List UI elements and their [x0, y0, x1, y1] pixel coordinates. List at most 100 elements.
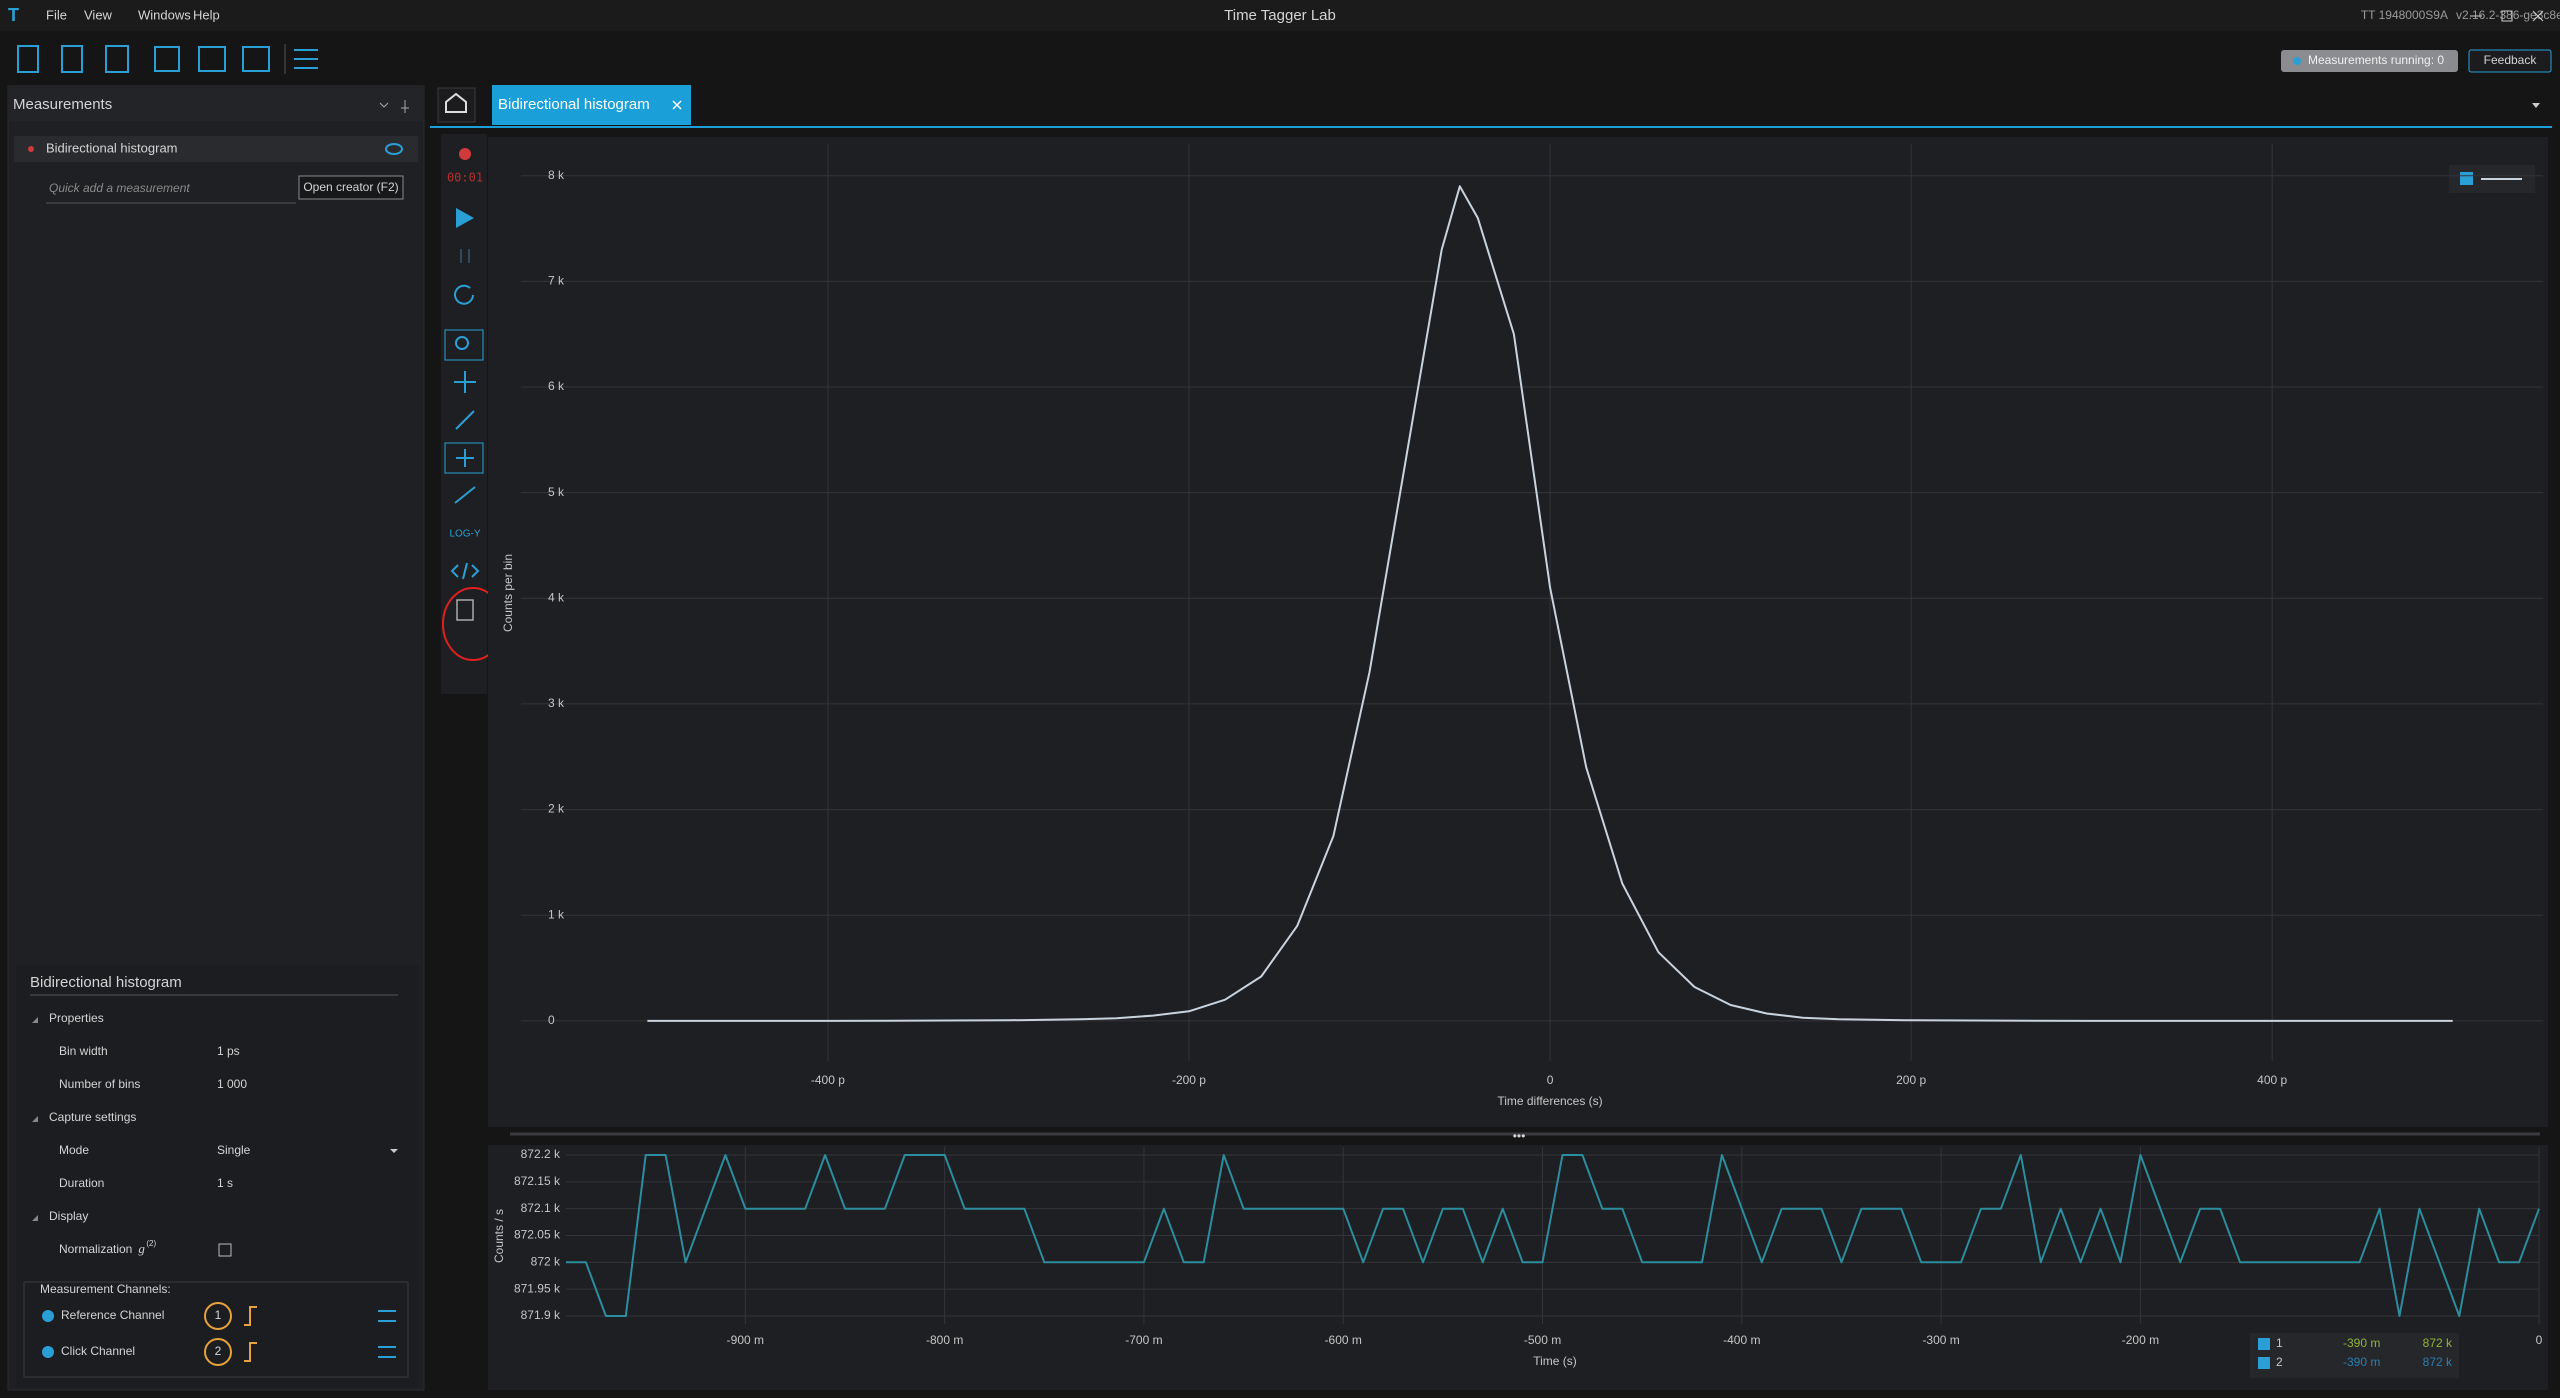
tab-close[interactable] [672, 100, 682, 110]
document-icon[interactable] [456, 599, 474, 621]
readout-checkbox[interactable] [2258, 1357, 2270, 1369]
group-toggle [32, 1017, 38, 1023]
home-icon [445, 92, 467, 113]
symbol: g [138, 1241, 145, 1256]
histogram-panel [488, 137, 2548, 1127]
y-tick-label: 872 k [531, 1254, 561, 1268]
properties-title: Bidirectional histogram [30, 974, 182, 991]
property-label: Bin width [59, 1044, 108, 1058]
readout-checkbox[interactable] [2258, 1338, 2270, 1350]
data-line [566, 1154, 2540, 1317]
new-icon[interactable] [17, 45, 39, 73]
superscript: (2) [146, 1239, 156, 1248]
feedback-button[interactable] [2468, 49, 2552, 73]
open-creator-text: Open creator (F2) [303, 180, 398, 194]
status-button[interactable] [2281, 50, 2458, 72]
x-tick-label: -700 m [1125, 1333, 1162, 1347]
data-line [647, 185, 2453, 1022]
pin-icon[interactable] [401, 100, 409, 113]
pan[interactable] [454, 371, 476, 393]
quick-add[interactable]: Quick add a measurement [49, 181, 190, 195]
home-tab[interactable] [437, 87, 476, 123]
y-tick-label: 6 k [548, 379, 565, 393]
edge-icon[interactable] [244, 1342, 257, 1362]
version: v2.16.2-386-ge3c8e1fc [2456, 8, 2560, 22]
y-tick-label: 4 k [548, 590, 565, 604]
x-tick-label: 0 [1547, 1073, 1554, 1087]
zoom-button[interactable] [444, 329, 484, 361]
log-y[interactable]: LOG-Y [449, 529, 480, 540]
y-tick-label: 871.95 k [514, 1281, 561, 1295]
cursor-button[interactable] [444, 442, 484, 474]
edge-icon[interactable] [244, 1306, 257, 1326]
legend-checkbox[interactable] [2460, 172, 2473, 185]
channel-dot [42, 1310, 54, 1322]
group-toggle [32, 1116, 38, 1122]
channel-dot [42, 1346, 54, 1358]
menu-item[interactable]: View [84, 7, 113, 22]
y-tick-label: 2 k [548, 802, 565, 816]
save-icon[interactable] [61, 45, 83, 73]
record[interactable] [459, 148, 471, 160]
eye-icon[interactable] [385, 143, 403, 155]
measurements-header [8, 88, 424, 121]
panel-icon[interactable] [242, 46, 270, 72]
x-tick-label: -900 m [727, 1333, 764, 1347]
collapse-icon[interactable] [379, 102, 389, 108]
restore[interactable] [2501, 10, 2513, 22]
close[interactable] [2532, 10, 2544, 22]
tab-menu[interactable] [2532, 103, 2540, 108]
cursor-icon [456, 449, 474, 467]
settings-icon[interactable] [378, 1346, 396, 1358]
toolbar: Measurements running: 0 Feedback [17, 44, 2552, 74]
menu-icon[interactable] [294, 49, 318, 69]
active-tab[interactable] [492, 85, 691, 125]
open-icon[interactable] [198, 46, 226, 72]
play[interactable] [456, 208, 474, 228]
property-value: 1 000 [217, 1077, 247, 1091]
measurement-name: Bidirectional histogram [46, 140, 178, 155]
splitter-dots: ••• [1513, 1129, 1526, 1143]
logo: T [8, 5, 19, 25]
checkbox[interactable] [218, 1243, 232, 1257]
y-tick-label: 8 k [548, 168, 565, 182]
property-label: Mode [59, 1143, 89, 1157]
property-label: Duration [59, 1176, 104, 1190]
x-tick-label: -200 p [1172, 1073, 1206, 1087]
open-creator-button[interactable] [298, 175, 404, 200]
x-axis-label: Time differences (s) [1497, 1094, 1602, 1108]
channel-badge [204, 1302, 232, 1330]
y-tick-label: 871.9 k [521, 1308, 561, 1322]
ruler[interactable] [454, 486, 476, 504]
settings-icon[interactable] [378, 1310, 396, 1322]
group-name: Properties [49, 1011, 104, 1025]
refresh[interactable] [454, 284, 474, 305]
readout-x: -390 m [2343, 1336, 2380, 1350]
x-tick-label: -500 m [1524, 1333, 1561, 1347]
y-tick-label: 872.2 k [521, 1147, 561, 1161]
add-icon[interactable] [105, 45, 129, 73]
layout-icon[interactable] [154, 46, 180, 72]
y-tick-label: 3 k [548, 696, 565, 710]
y-tick-label: 872.1 k [521, 1201, 561, 1215]
channel-number: 1 [215, 1308, 222, 1322]
running-dot [28, 146, 34, 152]
y-tick-label: 872.05 k [514, 1228, 561, 1242]
x-tick-label: -600 m [1325, 1333, 1362, 1347]
scale[interactable] [455, 410, 475, 430]
readout-y: 872 k [2423, 1336, 2453, 1350]
menu-item[interactable]: Windows [138, 7, 191, 22]
group-name: Capture settings [49, 1110, 136, 1124]
menu-item[interactable]: File [46, 7, 67, 22]
code-icon[interactable] [450, 562, 480, 580]
menu-item[interactable]: Help [193, 7, 220, 22]
device: TT 1948000S9A [2361, 8, 2448, 22]
readout-box [2250, 1333, 2459, 1378]
readout-y: 872 k [2423, 1355, 2453, 1369]
property-value: Single [217, 1143, 251, 1157]
y-tick-label: 7 k [548, 274, 565, 288]
y-axis-label: Counts per bin [501, 554, 515, 632]
measurement-item[interactable] [14, 136, 418, 162]
pause[interactable] [460, 249, 470, 263]
tab-title: Bidirectional histogram [498, 96, 650, 113]
